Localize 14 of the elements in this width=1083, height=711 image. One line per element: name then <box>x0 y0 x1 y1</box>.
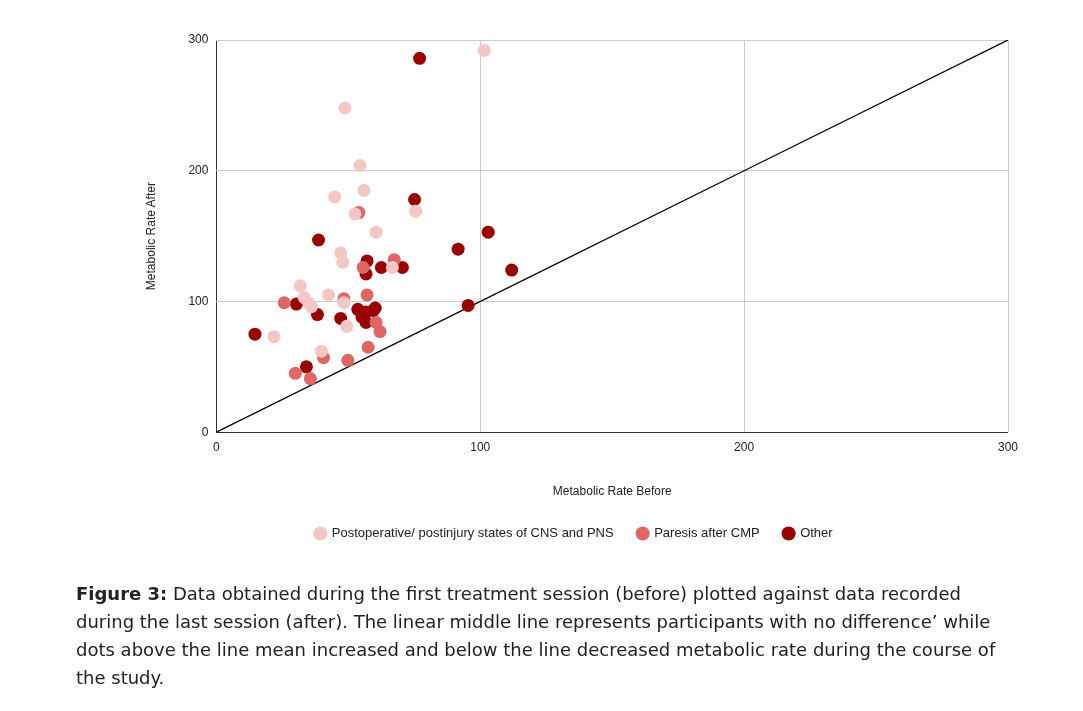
y-tick-label: 300 <box>188 32 209 47</box>
legend-label: Paresis after CMP <box>654 525 760 541</box>
x-tick-label: 0 <box>213 439 221 454</box>
y-tick-label: 0 <box>201 424 209 439</box>
x-tick-label: 200 <box>734 439 755 454</box>
y-tick-label: 200 <box>188 163 209 178</box>
x-tick-label: 100 <box>470 439 491 454</box>
x-axis-title: Metabolic Rate Before <box>552 484 672 499</box>
caption: Figure 3: Data obtained during the first treatment session (before) plotted against data recorded during the last session (after). The linear middle line represents participants with no difference’ while dots above the line mean increased and below the line decreased metabolic rate during the course of the study. <box>76 582 997 690</box>
x-tick-label: 300 <box>997 439 1019 454</box>
legend-label: Other <box>800 525 834 541</box>
legend-label: Postoperative/ postinjury states of CNS and PNS <box>331 525 614 541</box>
y-tick-label: 100 <box>188 293 209 308</box>
y-axis-title: Metabolic Rate After <box>143 182 158 291</box>
